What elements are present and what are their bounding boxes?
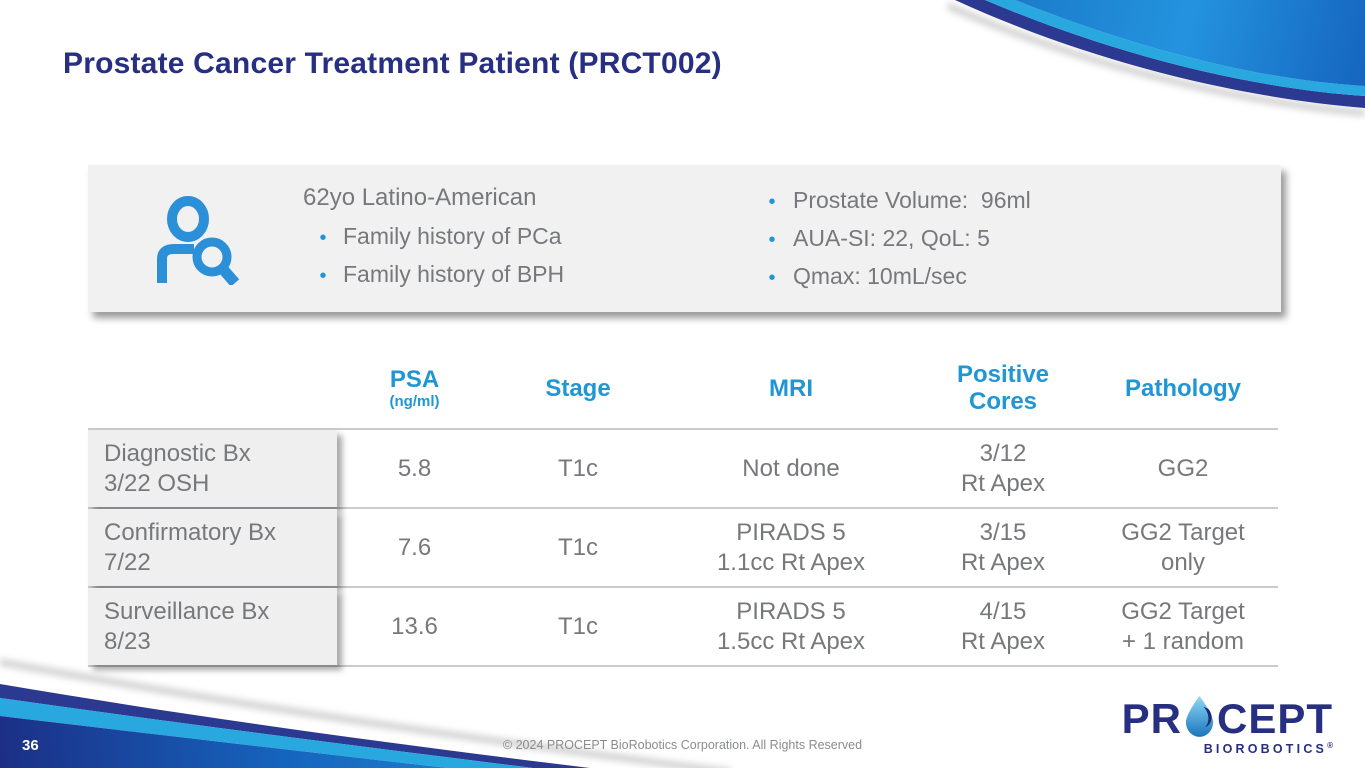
column-header-mri: MRI <box>769 374 813 402</box>
bullet-text: Family history of BPH <box>343 260 565 287</box>
cell-mri: Not done <box>742 454 840 482</box>
cell-stage: T1c <box>557 533 598 561</box>
logo-text-suffix: CEPT <box>1216 694 1333 742</box>
bullet-text: Qmax: 10mL/sec <box>793 262 967 289</box>
list-item: • Family history of BPH <box>303 256 743 294</box>
bullet-icon: • <box>768 190 776 213</box>
cell-stage: T1c <box>557 612 598 640</box>
bullet-icon: • <box>319 226 327 249</box>
bullet-icon: • <box>319 264 327 287</box>
list-item: • Family history of PCa <box>303 218 743 256</box>
column-header-psa: PSA (ng/ml) <box>337 339 492 438</box>
page-title: Prostate Cancer Treatment Patient (PRCT0… <box>63 47 722 80</box>
row-label: Confirmatory Bx 7/22 <box>88 509 337 586</box>
logo-text-prefix: PR <box>1121 694 1182 742</box>
table-row: Diagnostic Bx 3/22 OSH 5.8 T1c Not done … <box>88 430 1278 509</box>
cell-mri: PIRADS 5 1.5cc Rt Apex <box>716 597 866 655</box>
patient-search-icon <box>156 195 239 285</box>
row-label: Surveillance Bx 8/23 <box>88 588 337 665</box>
bullet-icon: • <box>768 266 776 289</box>
patient-metrics-column: • Prostate Volume: 96ml • AUA-SI: 22, Qo… <box>743 182 1281 296</box>
registered-mark: ® <box>1327 740 1333 750</box>
column-header-unit: (ng/ml) <box>389 392 440 410</box>
list-item: • AUA-SI: 22, QoL: 5 <box>751 220 1281 258</box>
bullet-text: Prostate Volume: 96ml <box>793 186 1031 213</box>
patient-info-box: 62yo Latino-American • Family history of… <box>88 165 1281 312</box>
procept-biorobotics-logo: PR CEPT BioRobotics® <box>1122 695 1333 756</box>
cell-mri: PIRADS 5 1.1cc Rt Apex <box>716 518 866 576</box>
column-header-stage: Stage <box>545 374 611 402</box>
column-header-label: PSA <box>389 365 440 393</box>
cell-pathology: GG2 <box>1157 454 1209 482</box>
cell-psa: 5.8 <box>397 454 432 482</box>
table-row: Surveillance Bx 8/23 13.6 T1c PIRADS 5 1… <box>88 588 1278 667</box>
cell-psa: 7.6 <box>397 533 432 561</box>
cell-positive-cores: 4/15 Rt Apex <box>960 597 1046 655</box>
column-header-pathology: Pathology <box>1124 374 1241 402</box>
cell-pathology: GG2 Target only <box>1121 518 1245 576</box>
bullet-icon: • <box>768 228 776 251</box>
page-number: 36 <box>22 737 39 754</box>
table-header-row: PSA (ng/ml) Stage MRI Positive Cores Pat… <box>88 348 1278 430</box>
cell-positive-cores: 3/15 Rt Apex <box>960 518 1046 576</box>
list-item: • Prostate Volume: 96ml <box>751 182 1281 220</box>
cell-pathology: GG2 Target + 1 random <box>1121 597 1245 655</box>
cell-psa: 13.6 <box>391 612 438 640</box>
water-droplet-icon <box>1185 695 1214 737</box>
bullet-text: Family history of PCa <box>343 222 562 249</box>
bullet-text: AUA-SI: 22, QoL: 5 <box>793 224 990 251</box>
logo-subbrand-text: BioRobotics <box>1203 742 1328 756</box>
patient-summary-column: 62yo Latino-American • Family history of… <box>303 184 743 294</box>
patient-icon-wrap <box>88 193 303 285</box>
logo-subbrand: BioRobotics® <box>1204 741 1333 756</box>
cell-stage: T1c <box>557 454 598 482</box>
logo-wordmark: PR CEPT <box>1122 695 1333 739</box>
patient-headline: 62yo Latino-American <box>303 183 537 211</box>
table-row: Confirmatory Bx 7/22 7.6 T1c PIRADS 5 1.… <box>88 509 1278 588</box>
column-header-positive-cores: Positive Cores <box>956 361 1050 415</box>
list-item: • Qmax: 10mL/sec <box>751 258 1281 296</box>
row-label: Diagnostic Bx 3/22 OSH <box>88 430 337 507</box>
cell-positive-cores: 3/12 Rt Apex <box>960 439 1046 497</box>
biopsy-history-table: PSA (ng/ml) Stage MRI Positive Cores Pat… <box>88 348 1278 667</box>
